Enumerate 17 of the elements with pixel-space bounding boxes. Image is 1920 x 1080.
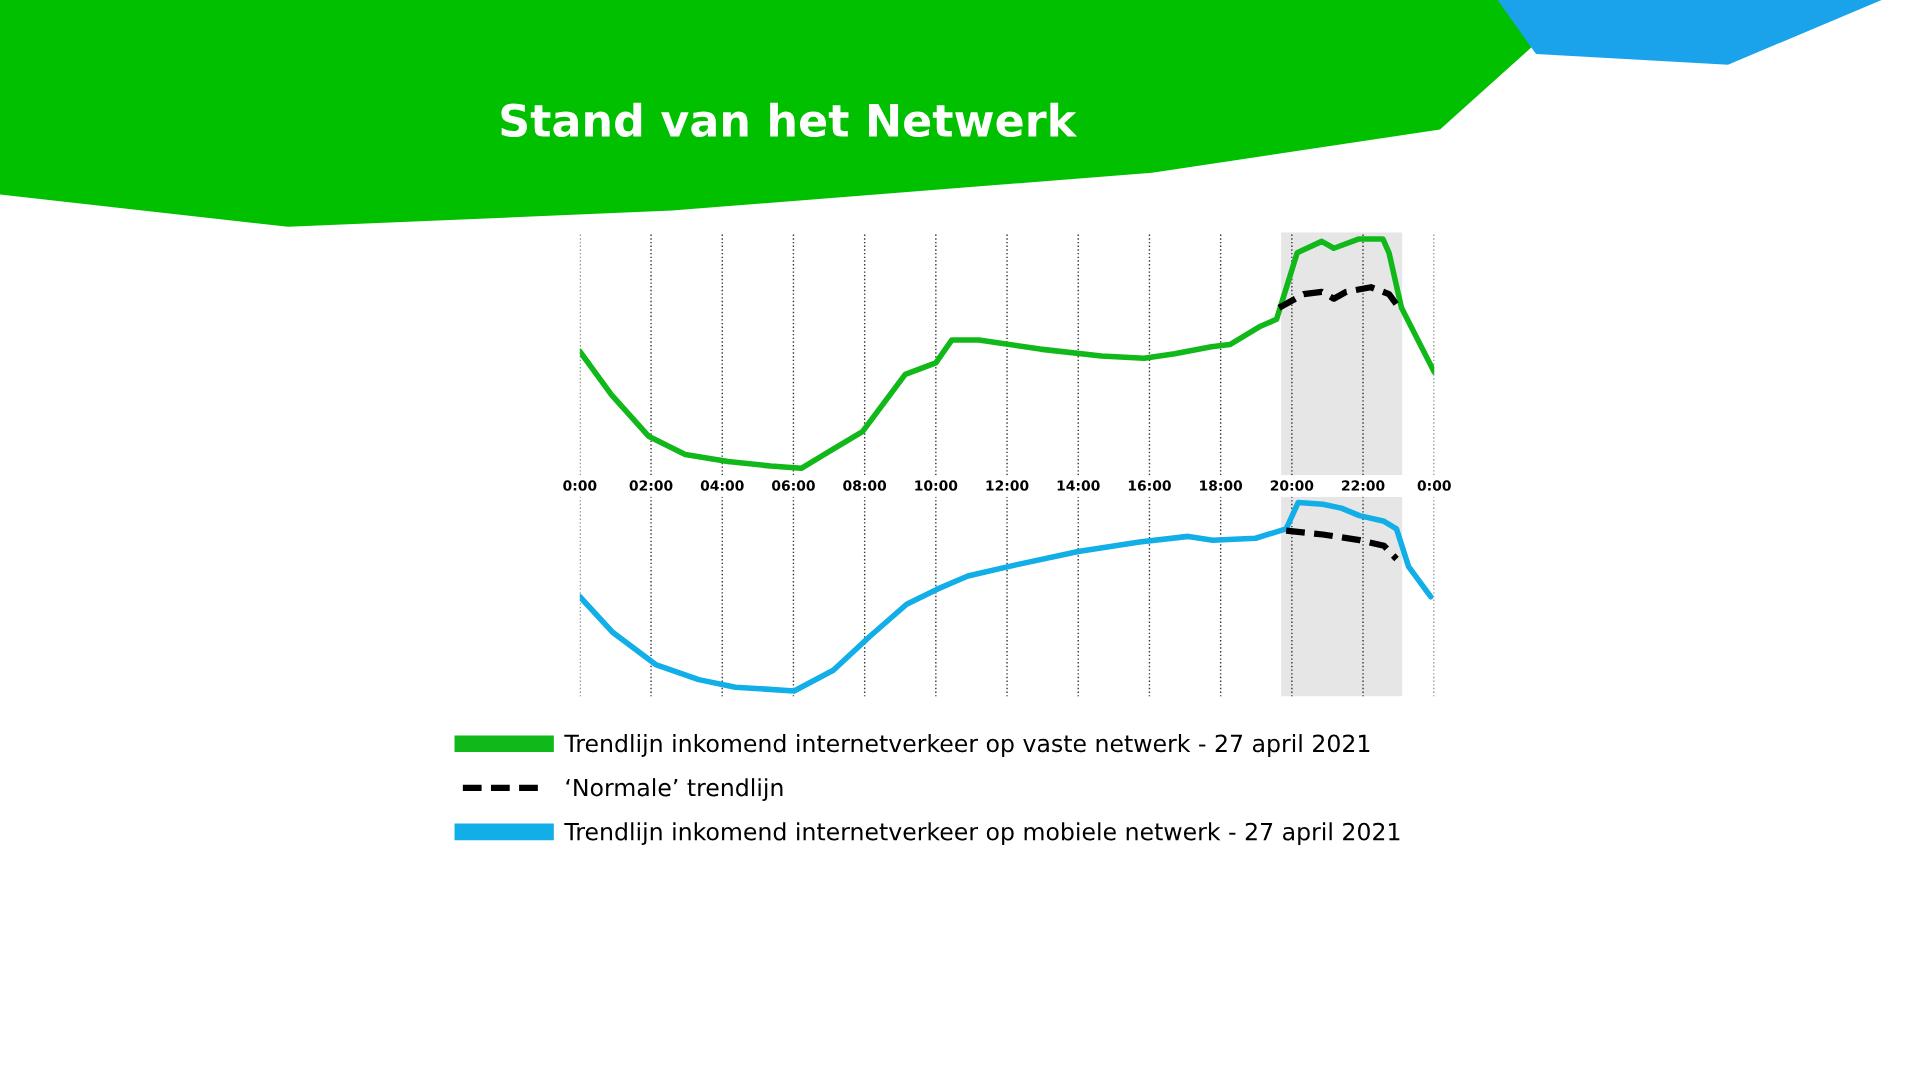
x-tick-label: 0:00 [1417,480,1451,491]
legend-label: Trendlijn inkomend internetverkeer op mobiele netwerk - 27 april 2021 [564,822,1400,846]
x-tick-label: 02:00 [629,480,673,491]
legend-label: ‘Normale’ trendlijn [566,778,783,801]
x-tick-label: 12:00 [986,480,1029,491]
x-tick-label: 20:00 [1270,480,1314,491]
legend-label: Trendlijn inkomend internetverkeer op vaste netwerk - 27 april 2021 [564,734,1370,757]
x-tick-label: 0:00 [563,480,597,491]
x-tick-label: 14:00 [1057,480,1100,491]
x-tick-label: 08:00 [843,480,887,491]
x-tick-label: 16:00 [1128,480,1171,491]
x-tick-label: 18:00 [1200,480,1243,491]
x-tick-label: 22:00 [1342,480,1385,491]
x-tick-label: 04:00 [700,480,744,491]
chart-title: Stand van het Netwerk [501,102,1078,138]
x-tick-label: 10:00 [915,480,958,491]
x-tick-label: 06:00 [772,480,815,491]
